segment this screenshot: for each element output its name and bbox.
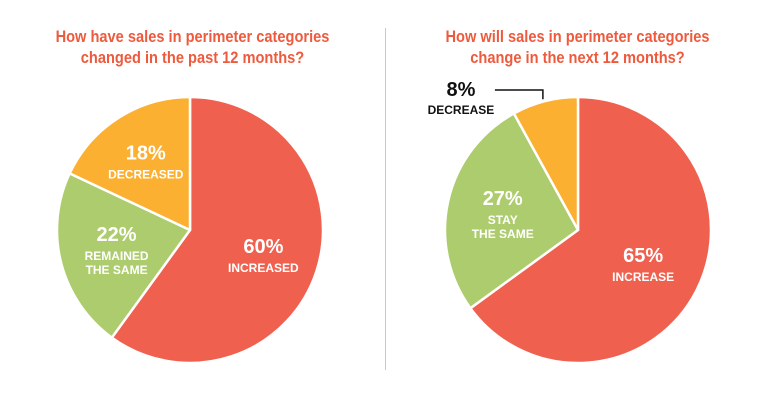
data-label-increase-value: 65% <box>623 245 663 267</box>
chart-panel-past: How have sales in perimeter categories c… <box>27 26 358 365</box>
leader-line <box>494 89 544 100</box>
chart-panel-next: How will sales in perimeter categories c… <box>385 0 770 400</box>
data-label-increased-value: 60% <box>243 236 283 258</box>
chart-title-line: How have sales in perimeter categories <box>55 27 330 46</box>
data-label-decreased-text: DECREASED <box>108 167 184 181</box>
chart-title-line: change in the next 12 months? <box>470 48 685 67</box>
data-label-remained-the-same-text: THE SAME <box>86 263 148 277</box>
data-label-decrease-value: 8% <box>446 79 475 101</box>
pie-slice-increase <box>469 95 713 365</box>
panel-divider <box>385 28 386 370</box>
data-label-stay-the-same-value: 27% <box>483 188 523 210</box>
chart-title-past: How have sales in perimeter categories c… <box>27 26 358 68</box>
data-label-decreased-value: 18% <box>126 142 166 164</box>
data-label-decrease-text: DECREASE <box>428 103 495 117</box>
chart-title-line: changed in the past 12 months? <box>80 48 305 67</box>
data-label-stay-the-same-text: STAY <box>488 213 518 227</box>
data-label-remained-the-same-text: REMAINED <box>85 249 149 263</box>
pie-slice-decrease <box>512 95 580 232</box>
pie-slice-stay-the-same <box>443 112 580 310</box>
pie-slice-increased <box>110 95 325 365</box>
chart-title-line: How will sales in perimeter categories <box>445 27 710 46</box>
pie-slice-decreased <box>68 95 192 232</box>
data-label-remained-the-same-value: 22% <box>97 224 137 246</box>
data-label-stay-the-same-text: THE SAME <box>472 227 534 241</box>
chart-title-next: How will sales in perimeter categories c… <box>412 26 743 68</box>
data-label-increased-text: INCREASED <box>228 261 299 275</box>
data-label-increase-text: INCREASE <box>612 270 674 284</box>
